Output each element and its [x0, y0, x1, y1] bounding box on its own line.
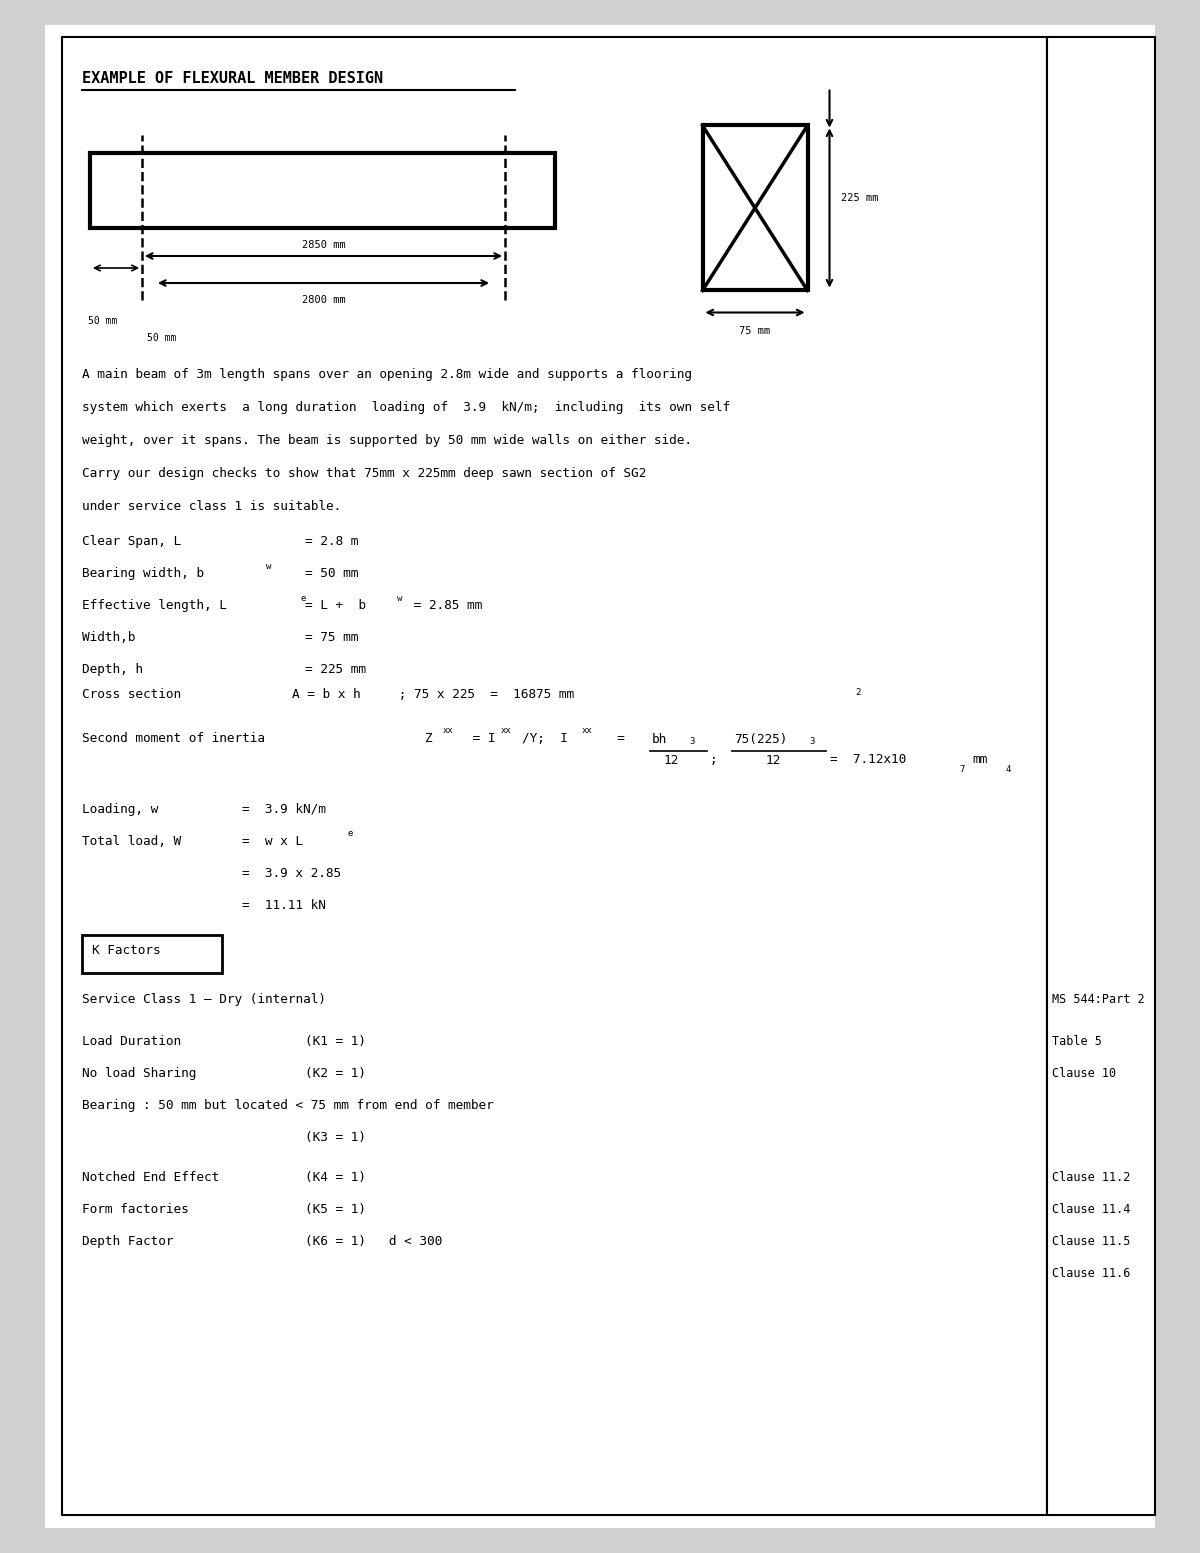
Text: Clause 11.5: Clause 11.5: [1052, 1235, 1130, 1249]
Text: system which exerts  a long duration  loading of  3.9  kN/m;  including  its own: system which exerts a long duration load…: [82, 401, 730, 415]
Text: A main beam of 3m length spans over an opening 2.8m wide and supports a flooring: A main beam of 3m length spans over an o…: [82, 368, 692, 380]
Text: 3: 3: [809, 738, 815, 745]
Text: 50 mm: 50 mm: [148, 332, 176, 343]
Text: (K1 = 1): (K1 = 1): [305, 1034, 366, 1048]
Text: Load Duration: Load Duration: [82, 1034, 181, 1048]
Text: mm: mm: [972, 753, 988, 767]
Bar: [62, 37, 1046, 1516]
Text: 75(225): 75(225): [734, 733, 787, 745]
Bar: [1046, 37, 1154, 1516]
Text: 225 mm: 225 mm: [841, 193, 878, 203]
Text: (K2 = 1): (K2 = 1): [305, 1067, 366, 1079]
Text: (K6 = 1)   d < 300: (K6 = 1) d < 300: [305, 1235, 443, 1249]
Text: (K3 = 1): (K3 = 1): [305, 1131, 366, 1145]
Text: (K4 = 1): (K4 = 1): [305, 1171, 366, 1183]
Bar: [90, 154, 554, 228]
Text: A = b x h     ; 75 x 225  =  16875 mm: A = b x h ; 75 x 225 = 16875 mm: [292, 688, 574, 700]
Text: Clause 11.2: Clause 11.2: [1052, 1171, 1130, 1183]
Text: /Y;  I: /Y; I: [522, 731, 568, 745]
Text: Cross section: Cross section: [82, 688, 181, 700]
Text: Bearing : 50 mm but located < 75 mm from end of member: Bearing : 50 mm but located < 75 mm from…: [82, 1100, 493, 1112]
Text: Loading, w: Loading, w: [82, 803, 158, 815]
Bar: [82, 935, 222, 974]
Text: ;: ;: [710, 753, 718, 767]
Text: Z: Z: [425, 731, 433, 745]
Text: 50 mm: 50 mm: [88, 315, 118, 326]
Text: Form factories: Form factories: [82, 1204, 188, 1216]
Text: = 2.8 m: = 2.8 m: [305, 534, 359, 548]
Text: =  3.9 kN/m: = 3.9 kN/m: [242, 803, 326, 815]
Text: 12: 12: [766, 755, 781, 767]
Text: No load Sharing: No load Sharing: [82, 1067, 197, 1079]
Text: =  7.12x10: = 7.12x10: [830, 753, 906, 767]
Text: Bearing width, b: Bearing width, b: [82, 567, 204, 579]
Text: 75 mm: 75 mm: [739, 326, 770, 337]
Text: = I: = I: [466, 731, 496, 745]
Text: xx: xx: [443, 725, 454, 735]
Text: =  w x L: = w x L: [242, 836, 302, 848]
Bar: [702, 126, 808, 290]
Text: =: =: [602, 731, 625, 745]
Text: bh: bh: [652, 733, 667, 745]
Text: EXAMPLE OF FLEXURAL MEMBER DESIGN: EXAMPLE OF FLEXURAL MEMBER DESIGN: [82, 71, 383, 85]
Text: w: w: [266, 562, 271, 572]
Text: Clause 10: Clause 10: [1052, 1067, 1116, 1079]
Text: = 225 mm: = 225 mm: [305, 663, 366, 676]
Text: 3: 3: [689, 738, 695, 745]
Text: under service class 1 is suitable.: under service class 1 is suitable.: [82, 500, 341, 512]
Text: Depth Factor: Depth Factor: [82, 1235, 174, 1249]
Text: MS 544:Part 2: MS 544:Part 2: [1052, 992, 1145, 1006]
Text: 4: 4: [1006, 766, 1012, 775]
Text: K Factors: K Factors: [92, 944, 161, 958]
Text: Carry our design checks to show that 75mm x 225mm deep sawn section of SG2: Carry our design checks to show that 75m…: [82, 467, 647, 480]
Text: = L +  b: = L + b: [305, 599, 366, 612]
Text: Effective length, L: Effective length, L: [82, 599, 227, 612]
Text: xx: xx: [502, 725, 511, 735]
Text: Width,b: Width,b: [82, 631, 136, 644]
Text: 2800 mm: 2800 mm: [301, 295, 346, 304]
Text: 2850 mm: 2850 mm: [301, 241, 346, 250]
Text: = 75 mm: = 75 mm: [305, 631, 359, 644]
Text: =  11.11 kN: = 11.11 kN: [242, 899, 326, 912]
Text: Second moment of inertia: Second moment of inertia: [82, 731, 265, 745]
Text: = 2.85 mm: = 2.85 mm: [407, 599, 482, 612]
Text: Table 5: Table 5: [1052, 1034, 1102, 1048]
Text: Service Class 1 – Dry (internal): Service Class 1 – Dry (internal): [82, 992, 326, 1006]
Text: 2: 2: [856, 688, 860, 697]
Text: xx: xx: [582, 725, 593, 735]
Text: e: e: [300, 593, 306, 603]
Text: = 50 mm: = 50 mm: [305, 567, 359, 579]
Text: Depth, h: Depth, h: [82, 663, 143, 676]
Text: =  3.9 x 2.85: = 3.9 x 2.85: [242, 867, 341, 881]
Text: Total load, W: Total load, W: [82, 836, 181, 848]
Text: Clause 11.4: Clause 11.4: [1052, 1204, 1130, 1216]
Text: Notched End Effect: Notched End Effect: [82, 1171, 220, 1183]
Text: (K5 = 1): (K5 = 1): [305, 1204, 366, 1216]
Text: Clause 11.6: Clause 11.6: [1052, 1267, 1130, 1280]
Text: e: e: [348, 829, 353, 839]
Text: Clear Span, L: Clear Span, L: [82, 534, 181, 548]
Text: 12: 12: [664, 755, 679, 767]
Text: w: w: [397, 593, 402, 603]
Text: weight, over it spans. The beam is supported by 50 mm wide walls on either side.: weight, over it spans. The beam is suppo…: [82, 433, 692, 447]
Text: 7: 7: [959, 766, 965, 775]
